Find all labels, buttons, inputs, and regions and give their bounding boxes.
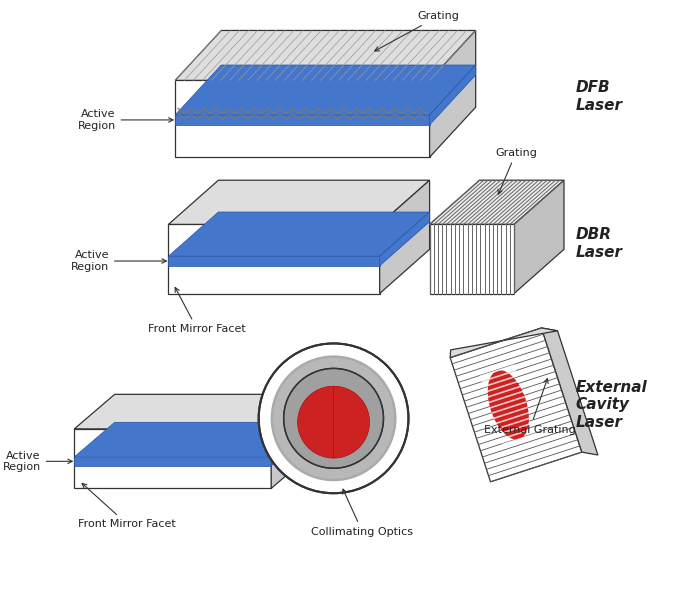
Ellipse shape [300,385,367,451]
Polygon shape [271,394,311,488]
Polygon shape [297,386,334,458]
Polygon shape [74,429,271,488]
Ellipse shape [260,345,407,492]
Ellipse shape [284,368,384,468]
Polygon shape [74,457,271,466]
Ellipse shape [273,358,394,479]
Polygon shape [430,224,514,293]
Polygon shape [168,256,379,266]
Polygon shape [175,65,475,115]
Text: Collimating Optics: Collimating Optics [311,489,414,537]
Ellipse shape [286,371,381,466]
Polygon shape [450,328,557,358]
Polygon shape [379,212,430,266]
Polygon shape [271,422,311,466]
Ellipse shape [291,375,377,461]
Polygon shape [430,65,475,125]
Ellipse shape [281,365,386,472]
Polygon shape [450,328,582,482]
Text: Active
Region: Active Region [71,250,166,272]
Polygon shape [334,386,370,458]
Polygon shape [514,180,564,293]
Polygon shape [541,328,598,455]
Polygon shape [430,180,564,224]
Polygon shape [168,180,430,224]
Ellipse shape [320,405,347,431]
Text: Grating: Grating [375,11,459,51]
Text: Grating: Grating [495,148,537,194]
Ellipse shape [270,355,397,481]
Polygon shape [74,394,311,429]
Text: Front Mirror Facet: Front Mirror Facet [148,287,246,334]
Text: DBR
Laser: DBR Laser [575,227,623,260]
Text: Front Mirror Facet: Front Mirror Facet [79,484,176,529]
Ellipse shape [311,395,357,442]
Polygon shape [168,224,379,293]
Ellipse shape [306,391,361,446]
Polygon shape [175,31,475,80]
Text: External
Cavity
Laser: External Cavity Laser [575,380,647,430]
Polygon shape [175,80,430,157]
Ellipse shape [259,343,409,493]
Polygon shape [74,422,311,457]
Polygon shape [168,212,430,256]
Polygon shape [488,370,529,439]
Text: Active
Region: Active Region [77,109,173,131]
Polygon shape [379,180,430,293]
Text: External Grating: External Grating [484,379,575,435]
Polygon shape [175,115,430,125]
Text: DFB
Laser: DFB Laser [575,80,623,113]
Polygon shape [430,31,475,157]
Text: Active
Region: Active Region [3,451,72,472]
